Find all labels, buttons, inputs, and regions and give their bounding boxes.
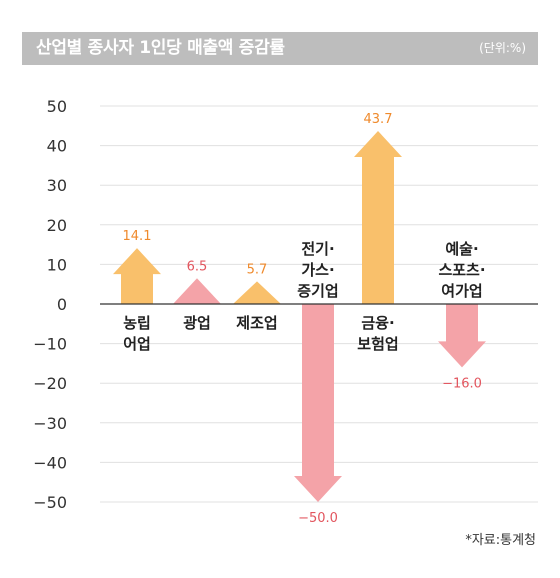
bar-arrow <box>233 281 281 304</box>
value-label: 43.7 <box>364 112 393 127</box>
category-label: 금융· 보험업 <box>357 314 398 353</box>
bar-arrow <box>173 278 221 304</box>
value-label: 14.1 <box>123 229 152 244</box>
value-label: 5.7 <box>247 262 268 277</box>
value-label: 6.5 <box>187 259 208 274</box>
y-tick-label: 20 <box>47 216 67 235</box>
y-tick-label: −50 <box>33 493 67 512</box>
category-label: 제조업 <box>236 314 277 332</box>
bars <box>113 130 486 502</box>
y-tick-label: 30 <box>47 176 67 195</box>
category-label: 예술· 스포츠· 여가업 <box>438 240 485 300</box>
y-tick-label: 0 <box>57 295 67 314</box>
y-axis-ticks: 50 40 30 20 10 0 −10 −20 −30 −40 −50 <box>33 97 67 512</box>
bar-arrow <box>113 248 161 304</box>
y-tick-label: 50 <box>47 97 67 116</box>
category-label: 농립 어업 <box>123 314 151 353</box>
source-note: *자료:통계청 <box>465 533 536 548</box>
unit-label: (단위:%) <box>479 41 526 55</box>
y-tick-label: 40 <box>47 137 67 156</box>
y-tick-label: −10 <box>33 335 67 354</box>
bar-arrow <box>354 130 402 304</box>
value-label: −50.0 <box>298 511 338 526</box>
bar-arrow <box>438 304 486 368</box>
y-tick-label: −30 <box>33 414 67 433</box>
title-bar: 산업별 종사자 1인당 매출액 증감률 (단위:%) <box>22 32 538 65</box>
y-tick-label: −40 <box>33 453 67 472</box>
labels: 14.1 농립 어업 6.5 광업 5.7 제조업 −50.0 전기· 가스· 증기업 43.7 금융·… <box>123 112 486 526</box>
y-tick-label: 10 <box>47 255 67 274</box>
category-label: 전기· 가스· 증기업 <box>297 240 338 300</box>
category-label: 광업 <box>183 314 211 332</box>
bar-arrow <box>294 304 342 502</box>
chart-title: 산업별 종사자 1인당 매출액 증감률 <box>36 38 285 58</box>
value-label: −16.0 <box>442 376 482 391</box>
y-tick-label: −20 <box>33 374 67 393</box>
